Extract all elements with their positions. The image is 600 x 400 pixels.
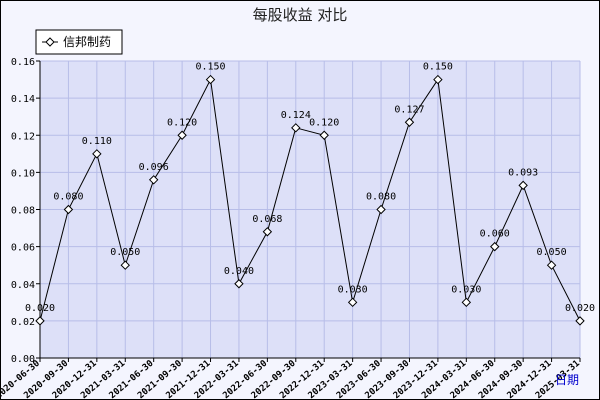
y-tick-label: 0.00 xyxy=(11,354,35,365)
data-label: 0.150 xyxy=(195,62,225,73)
data-point-marker xyxy=(63,204,74,215)
data-point-marker xyxy=(120,260,130,270)
data-point-marker xyxy=(148,175,159,185)
data-point-marker xyxy=(205,74,216,85)
legend-marker-icon xyxy=(45,37,55,47)
y-tick-label: 0.10 xyxy=(11,168,35,179)
data-label: 0.050 xyxy=(537,247,567,258)
data-label: 0.040 xyxy=(224,266,254,277)
data-point-marker xyxy=(234,279,244,289)
data-label: 0.020 xyxy=(25,303,55,314)
data-label: 0.030 xyxy=(451,284,481,295)
y-tick-label: 0.12 xyxy=(11,131,35,142)
y-tick-label: 0.08 xyxy=(11,206,35,217)
y-tick-label: 0.02 xyxy=(11,317,35,328)
data-label: 0.080 xyxy=(366,192,396,203)
y-tick-label: 0.16 xyxy=(11,57,35,68)
data-label: 0.124 xyxy=(281,110,311,121)
data-labels: 0.020 0.080 0.110 0.050 0.096 0.120 0.150 0.040… xyxy=(25,62,595,314)
data-point-marker xyxy=(177,130,187,140)
chart-title: 每股收益 对比 xyxy=(253,6,348,24)
data-label: 0.110 xyxy=(82,136,112,147)
data-label: 0.050 xyxy=(110,247,140,258)
data-point-marker xyxy=(319,130,329,140)
data-label: 0.080 xyxy=(53,192,83,203)
y-tick-labels: 0.00 0.02 0.04 0.06 0.08 0.10 0.12 0.14 0.16 xyxy=(11,57,35,365)
data-label: 0.150 xyxy=(423,62,453,73)
data-point-marker xyxy=(347,297,358,308)
data-point-marker xyxy=(518,180,528,191)
legend-entry: 信邦制药 xyxy=(63,35,111,49)
y-tick-label: 0.04 xyxy=(11,280,35,291)
data-point-marker xyxy=(461,297,472,308)
data-label: 0.060 xyxy=(480,229,510,240)
data-point-marker xyxy=(376,204,386,215)
data-point-marker xyxy=(433,74,443,85)
x-axis-label: 日期 xyxy=(555,373,579,387)
data-label: 0.093 xyxy=(508,167,538,178)
data-point-marker xyxy=(35,316,45,326)
y-tick-label: 0.14 xyxy=(11,94,35,105)
legend: 信邦制药 xyxy=(35,29,123,55)
data-label: 0.120 xyxy=(309,117,339,128)
data-label: 0.127 xyxy=(394,104,424,115)
data-label: 0.120 xyxy=(167,117,197,128)
data-point-marker xyxy=(490,241,500,252)
series xyxy=(35,74,585,326)
data-point-marker xyxy=(92,149,102,159)
data-point-marker xyxy=(575,316,585,326)
data-label: 0.096 xyxy=(139,162,169,173)
data-point-marker xyxy=(404,117,415,127)
series-line xyxy=(39,77,581,322)
x-tick-labels: 2020-06-302020-09-302020-12-312021-03-31… xyxy=(0,359,582,400)
data-label: 0.020 xyxy=(565,303,595,314)
data-point-marker xyxy=(262,227,273,237)
data-point-marker xyxy=(546,260,557,270)
data-label: 0.068 xyxy=(252,214,282,225)
data-point-marker xyxy=(291,123,301,133)
y-tick-label: 0.06 xyxy=(11,243,35,254)
data-label: 0.030 xyxy=(338,284,368,295)
